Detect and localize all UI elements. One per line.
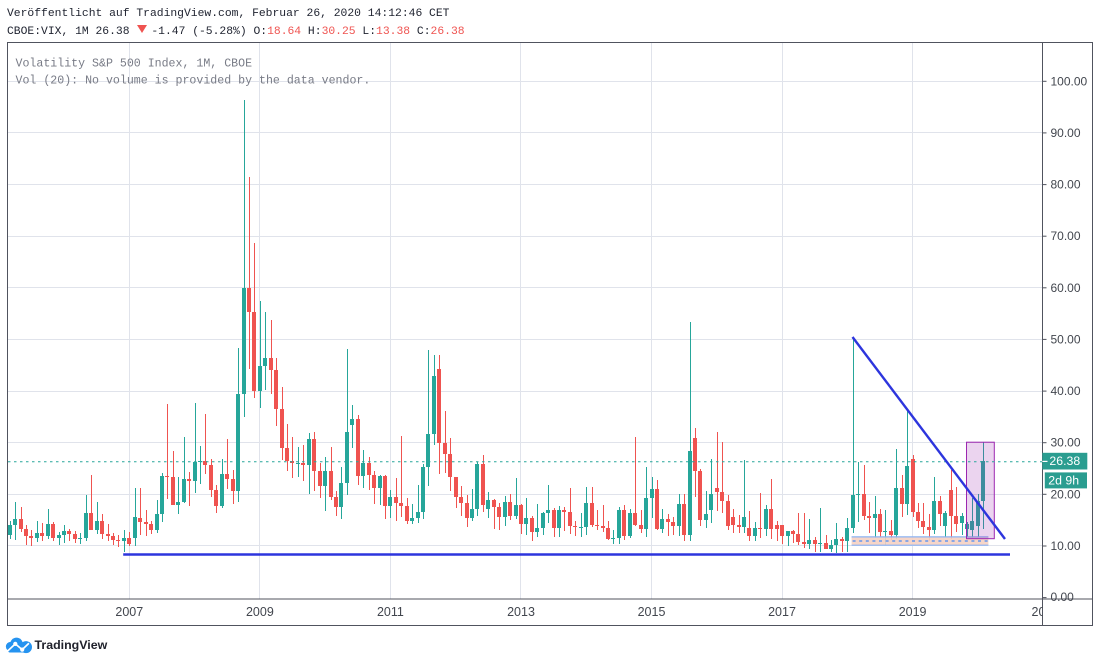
svg-text:2007: 2007 (115, 605, 143, 619)
svg-text:Vol (20): No volume is provide: Vol (20): No volume is provided by the d… (16, 75, 371, 88)
svg-text:2011: 2011 (377, 605, 404, 619)
svg-text:50.00: 50.00 (1051, 332, 1081, 346)
svg-text:2009: 2009 (246, 605, 274, 619)
svg-text:2019: 2019 (899, 605, 927, 619)
svg-text:2d 9h: 2d 9h (1048, 473, 1079, 487)
svg-text:80.00: 80.00 (1051, 178, 1081, 192)
svg-text:2021: 2021 (1032, 605, 1060, 619)
svg-text:90.00: 90.00 (1051, 126, 1081, 140)
svg-text:26.38: 26.38 (1049, 454, 1080, 468)
svg-text:2017: 2017 (768, 605, 796, 619)
svg-text:70.00: 70.00 (1051, 229, 1081, 243)
svg-text:20.00: 20.00 (1051, 487, 1081, 501)
svg-text:60.00: 60.00 (1051, 281, 1081, 295)
svg-text:10.00: 10.00 (1051, 539, 1081, 553)
svg-text:2013: 2013 (507, 605, 535, 619)
svg-text:100.00: 100.00 (1051, 74, 1088, 88)
svg-text:2015: 2015 (638, 605, 666, 619)
svg-text:Volatility S&P 500 Index, 1M,: Volatility S&P 500 Index, 1M, CBOE (16, 58, 253, 71)
svg-text:0.00: 0.00 (1051, 590, 1075, 604)
svg-text:30.00: 30.00 (1051, 436, 1081, 450)
svg-text:40.00: 40.00 (1051, 384, 1081, 398)
